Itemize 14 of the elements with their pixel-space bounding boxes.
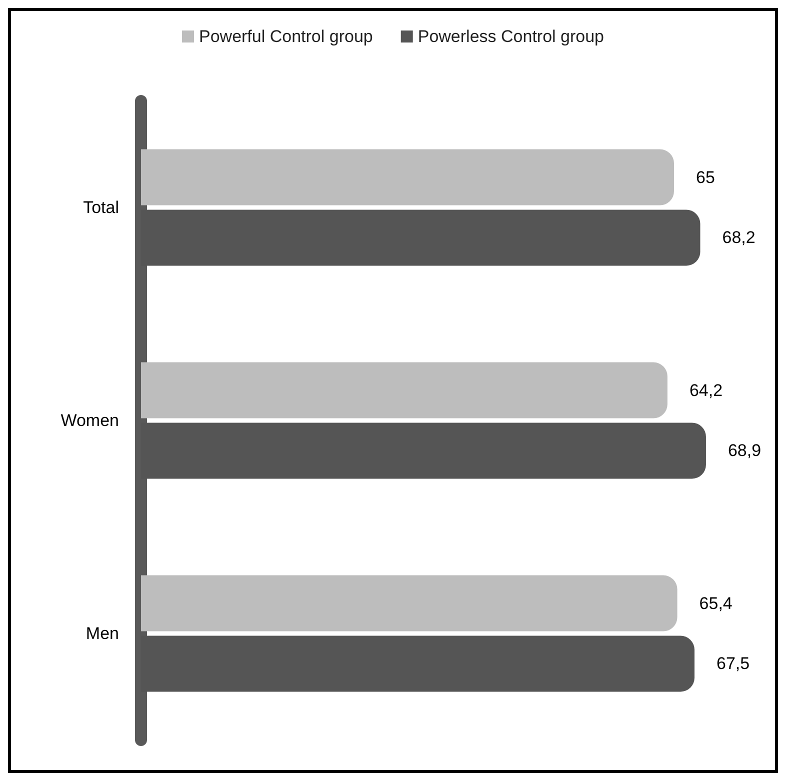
- legend-label: Powerless Control group: [418, 27, 604, 46]
- data-label: 65,4: [699, 594, 732, 613]
- data-label: 68,9: [728, 441, 762, 460]
- data-label: 64,2: [689, 380, 723, 400]
- data-label: 68,2: [722, 228, 756, 248]
- data-label: 67,5: [716, 654, 750, 674]
- bar: [141, 362, 668, 418]
- y-tick-label: Men: [86, 624, 119, 643]
- bar: [141, 149, 674, 206]
- bar: [141, 575, 678, 632]
- y-tick-label: Total: [83, 198, 119, 217]
- data-label: 65: [696, 168, 715, 187]
- y-tick-label: Women: [60, 411, 119, 430]
- legend-label: Powerful Control group: [198, 27, 373, 46]
